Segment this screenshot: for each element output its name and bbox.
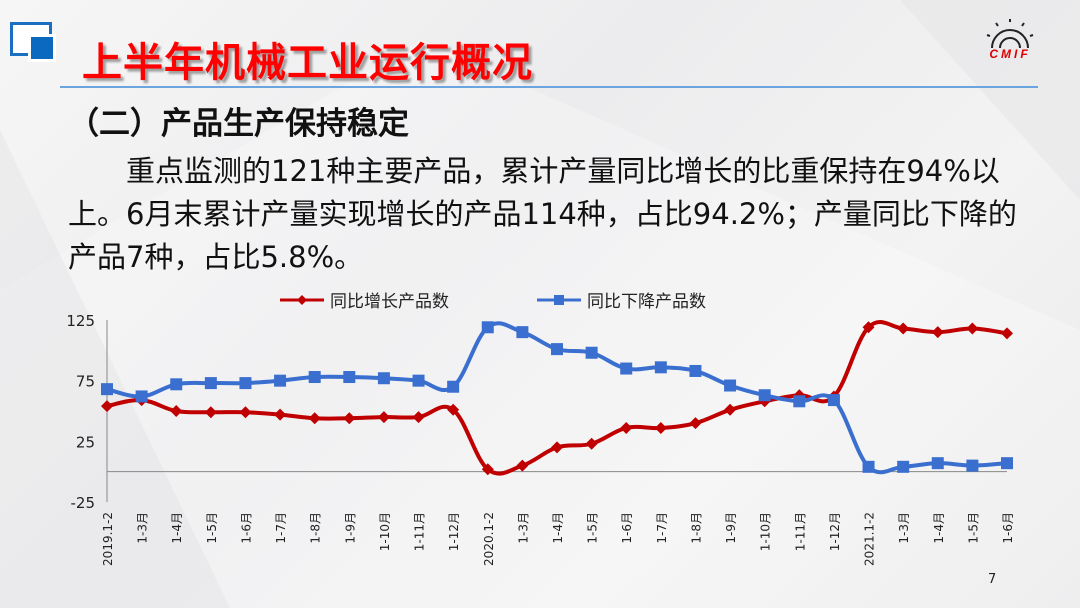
x-tick-label: 1-7月 <box>274 512 288 544</box>
y-tick-label: 75 <box>76 373 95 391</box>
data-point <box>827 394 840 407</box>
data-point <box>516 326 529 339</box>
x-tick-label: 1-11月 <box>413 512 427 551</box>
x-tick-label: 1-3月 <box>516 512 530 544</box>
data-point <box>274 374 287 387</box>
x-tick-label: 1-5月 <box>205 512 219 544</box>
x-tick-label: 1-3月 <box>136 512 150 544</box>
data-point <box>793 395 806 408</box>
data-point <box>481 321 494 334</box>
data-point <box>516 459 529 472</box>
data-point <box>551 441 563 454</box>
data-point <box>170 378 183 391</box>
data-point <box>1001 327 1013 340</box>
svg-text:CMIF: CMIF <box>989 47 1030 60</box>
data-point <box>308 371 321 384</box>
data-point <box>620 362 633 375</box>
x-tick-label: 1-5月 <box>586 512 600 544</box>
x-tick-label: 1-8月 <box>309 512 323 544</box>
x-tick-label: 1-4月 <box>932 512 946 544</box>
x-tick-label: 1-5月 <box>966 512 980 544</box>
x-tick-label: 2021.1-2 <box>863 512 877 566</box>
data-point <box>204 406 217 419</box>
data-point <box>377 372 390 385</box>
data-point <box>897 322 910 335</box>
summary-text: 重点监测的121种主要产品，累计产量同比增长的比重保持在94%以上。6月末累计产… <box>68 154 1017 274</box>
x-tick-label: 1-6月 <box>1001 512 1015 544</box>
data-point <box>447 380 460 393</box>
data-point <box>377 411 390 424</box>
data-point <box>481 463 494 476</box>
page-number: 7 <box>988 572 997 587</box>
data-point <box>966 322 979 335</box>
data-point <box>135 390 148 403</box>
x-tick-label: 1-11月 <box>793 512 807 551</box>
section-subtitle: （二）产品生产保持稳定 <box>68 106 409 142</box>
y-tick-label: 25 <box>76 433 95 451</box>
x-tick-label: 1-9月 <box>724 512 738 544</box>
data-point <box>689 417 702 430</box>
data-point <box>343 371 356 384</box>
data-point <box>343 412 356 425</box>
data-point <box>101 383 113 396</box>
cmif-logo: CMIF <box>986 19 1034 60</box>
data-point <box>966 459 979 472</box>
data-point <box>654 421 667 434</box>
data-point <box>620 421 633 434</box>
legend-item-decrease: 同比下降产品数 <box>537 287 706 312</box>
data-point <box>274 408 287 421</box>
data-point <box>170 405 183 417</box>
data-point <box>585 346 598 359</box>
data-point <box>447 403 460 416</box>
x-tick-label: 1-9月 <box>343 512 357 544</box>
x-tick-label: 1-8月 <box>689 512 703 544</box>
data-point <box>724 403 737 416</box>
diamond-line-icon <box>280 294 324 305</box>
x-tick-label: 1-12月 <box>447 512 461 551</box>
data-point <box>654 361 667 374</box>
x-tick-label: 1-10月 <box>378 512 392 551</box>
data-point <box>204 377 217 390</box>
data-point <box>1001 457 1013 470</box>
square-line-icon <box>537 294 581 305</box>
data-point <box>585 437 598 450</box>
x-tick-label: 1-6月 <box>239 512 253 544</box>
x-tick-label: 2019.1-2 <box>101 512 115 566</box>
decorative-square <box>28 34 56 62</box>
x-tick-label: 1-6月 <box>620 512 634 544</box>
data-point <box>931 457 944 470</box>
data-point <box>862 460 875 473</box>
data-point <box>412 411 425 424</box>
data-point <box>308 412 321 425</box>
x-tick-label: 1-7月 <box>655 512 669 544</box>
y-tick-label: 125 <box>66 312 95 330</box>
x-tick-label: 1-12月 <box>828 512 842 551</box>
x-tick-label: 1-3月 <box>897 512 911 544</box>
data-point <box>897 460 910 473</box>
x-tick-label: 1-4月 <box>170 512 184 544</box>
slide-title: 上半年机械工业运行概况 <box>82 40 533 86</box>
data-point <box>412 374 425 387</box>
legend-label: 同比增长产品数 <box>330 292 449 312</box>
data-point <box>931 326 944 339</box>
summary-paragraph: 重点监测的121种主要产品，累计产量同比增长的比重保持在94%以上。6月末累计产… <box>68 150 1038 279</box>
data-point <box>551 343 563 356</box>
data-point <box>724 379 737 392</box>
title-divider <box>60 86 1038 88</box>
x-tick-label: 1-4月 <box>551 512 565 544</box>
y-tick-label: -25 <box>71 494 96 512</box>
data-point <box>239 406 252 419</box>
data-point <box>689 364 702 377</box>
data-point <box>758 389 771 402</box>
data-point <box>862 321 875 334</box>
data-point <box>101 400 113 413</box>
data-point <box>239 377 252 390</box>
x-tick-label: 1-10月 <box>759 512 773 551</box>
legend-label: 同比下降产品数 <box>587 292 706 312</box>
x-tick-label: 2020.1-2 <box>482 512 496 566</box>
legend-item-increase: 同比增长产品数 <box>280 287 449 312</box>
